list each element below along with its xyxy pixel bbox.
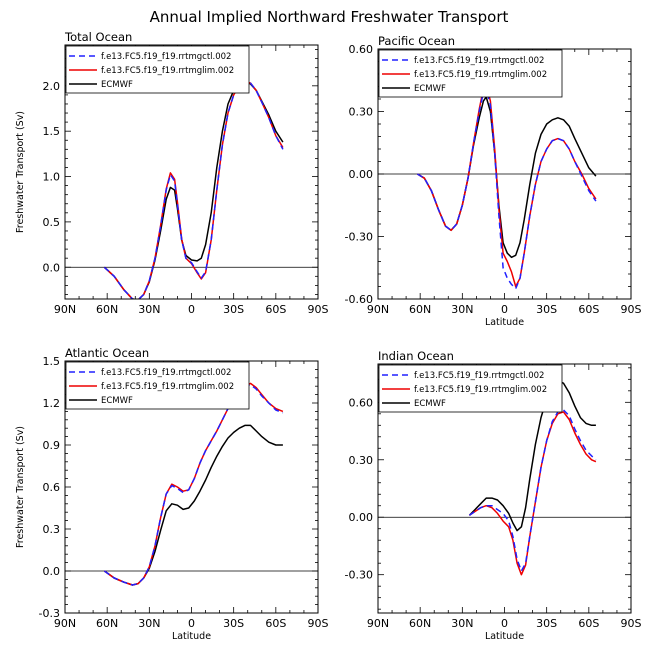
legend-label: ECMWF [101, 80, 133, 90]
y-tick-label: 0.0 [43, 261, 61, 274]
x-tick-label: 90S [308, 617, 329, 630]
plot-frame [64, 44, 319, 300]
panel-title: Pacific Ocean [378, 34, 455, 48]
x-tick-label: 60S [265, 303, 286, 316]
plot-frame [377, 363, 632, 614]
x-axis-label: Latitude [172, 631, 211, 642]
series-line-1 [417, 83, 597, 288]
x-tick-label: 0 [188, 617, 195, 630]
x-tick-label: 90N [367, 617, 389, 630]
y-tick-label: 0.6 [43, 481, 61, 494]
legend-label: f.e13.FC5.f19_f19.rrtmglim.002 [414, 385, 547, 395]
y-tick-label: -0.30 [345, 569, 373, 582]
legend: f.e13.FC5.f19_f19.rrtmgctl.002 f.e13.FC5.… [65, 45, 250, 94]
legend: f.e13.FC5.f19_f19.rrtmgctl.002 f.e13.FC5.… [378, 364, 563, 413]
panel-2: Atlantic Ocean 90N 60N 30N 0 30S 60S 90S -0.3 0.0… [15, 346, 329, 642]
y-tick-label: 2.0 [43, 80, 61, 93]
legend-label: ECMWF [101, 396, 133, 406]
legend-label: f.e13.FC5.f19_f19.rrtmglim.002 [101, 66, 234, 76]
legend-label: ECMWF [414, 399, 446, 409]
x-tick-label: 60N [409, 303, 431, 316]
x-tick-label: 90N [54, 617, 76, 630]
legend: f.e13.FC5.f19_f19.rrtmgctl.002 f.e13.FC5.… [65, 361, 250, 410]
legend-label: f.e13.FC5.f19_f19.rrtmgctl.002 [414, 371, 544, 381]
legend: f.e13.FC5.f19_f19.rrtmgctl.002 f.e13.FC5.… [378, 49, 563, 98]
x-tick-label: 90S [621, 303, 642, 316]
x-tick-label: 60S [578, 303, 599, 316]
y-tick-label: -0.60 [345, 293, 373, 306]
x-tick-label: 30S [223, 303, 244, 316]
x-tick-label: 60N [96, 303, 118, 316]
series-line-1 [468, 411, 597, 576]
series-line-2 [103, 424, 283, 586]
x-tick-label: 60N [409, 617, 431, 630]
plot-frame [377, 48, 632, 300]
x-axis-label: Latitude [485, 631, 524, 642]
legend-label: f.e13.FC5.f19_f19.rrtmgctl.002 [414, 56, 544, 66]
y-tick-label: 1.0 [43, 171, 61, 184]
x-tick-label: 90S [621, 617, 642, 630]
y-tick-label: 1.5 [43, 355, 61, 368]
panel-title: Total Ocean [64, 30, 132, 44]
legend-label: ECMWF [414, 84, 446, 94]
y-tick-label: 0.9 [43, 439, 61, 452]
series-line-2 [468, 380, 596, 532]
x-tick-label: 0 [501, 303, 508, 316]
panel-3: Indian Ocean 90N 60N 30N 0 30S 60S 90S -0.30 0.00… [345, 349, 642, 642]
y-tick-label: 0.30 [349, 454, 374, 467]
x-axis-label: Latitude [485, 317, 524, 328]
figure-title: Annual Implied Northward Freshwater Tran… [150, 8, 509, 26]
y-tick-label: 0.60 [349, 396, 374, 409]
legend-label: f.e13.FC5.f19_f19.rrtmglim.002 [414, 70, 547, 80]
x-tick-label: 30N [138, 303, 160, 316]
series-line-1 [103, 80, 284, 299]
panel-0: Total Ocean 90N 60N 30N 0 30S 60S 90S 0.0 0.5 1.0 1… [15, 30, 329, 316]
x-tick-label: 90N [54, 303, 76, 316]
y-axis-label: Freshwater Transport (Sv) [15, 111, 26, 233]
x-tick-label: 30S [536, 617, 557, 630]
x-tick-label: 90N [367, 303, 389, 316]
panel-1: Pacific Ocean 90N 60N 30N 0 30S 60S 90S -0.60 -0.… [345, 34, 642, 328]
plot-frame [64, 360, 319, 614]
y-tick-label: 0.3 [43, 523, 61, 536]
panel-title: Atlantic Ocean [65, 346, 149, 360]
series-line-0 [103, 384, 284, 586]
series-line-1 [103, 382, 284, 586]
x-tick-label: 60S [265, 617, 286, 630]
x-tick-label: 0 [501, 617, 508, 630]
y-tick-label: 0.60 [349, 43, 374, 56]
panels: Total Ocean 90N 60N 30N 0 30S 60S 90S 0.0 0.5 1.0 1… [15, 30, 642, 642]
y-tick-label: 1.5 [43, 125, 61, 138]
y-tick-label: 0.00 [349, 168, 374, 181]
y-tick-label: 0.0 [43, 565, 61, 578]
legend-label: f.e13.FC5.f19_f19.rrtmgctl.002 [101, 368, 231, 378]
y-tick-label: -0.3 [39, 607, 60, 620]
y-tick-label: 1.2 [43, 397, 61, 410]
x-tick-label: 0 [188, 303, 195, 316]
series-line-0 [417, 87, 597, 290]
y-tick-label: 0.5 [43, 216, 61, 229]
panel-title: Indian Ocean [378, 349, 454, 363]
x-tick-label: 30N [138, 617, 160, 630]
legend-label: f.e13.FC5.f19_f19.rrtmgctl.002 [101, 52, 231, 62]
x-tick-label: 30N [451, 303, 473, 316]
y-tick-label: -0.30 [345, 231, 373, 244]
x-tick-label: 60N [96, 617, 118, 630]
y-tick-label: 0.00 [349, 511, 374, 524]
y-tick-label: 0.30 [349, 106, 374, 119]
x-tick-label: 30S [223, 617, 244, 630]
legend-label: f.e13.FC5.f19_f19.rrtmglim.002 [101, 382, 234, 392]
x-tick-label: 30N [451, 617, 473, 630]
series-line-0 [468, 409, 597, 572]
y-axis-label: Freshwater Transport (Sv) [15, 426, 26, 548]
x-tick-label: 60S [578, 617, 599, 630]
x-tick-label: 30S [536, 303, 557, 316]
x-tick-label: 90S [308, 303, 329, 316]
series-line-2 [417, 96, 597, 259]
